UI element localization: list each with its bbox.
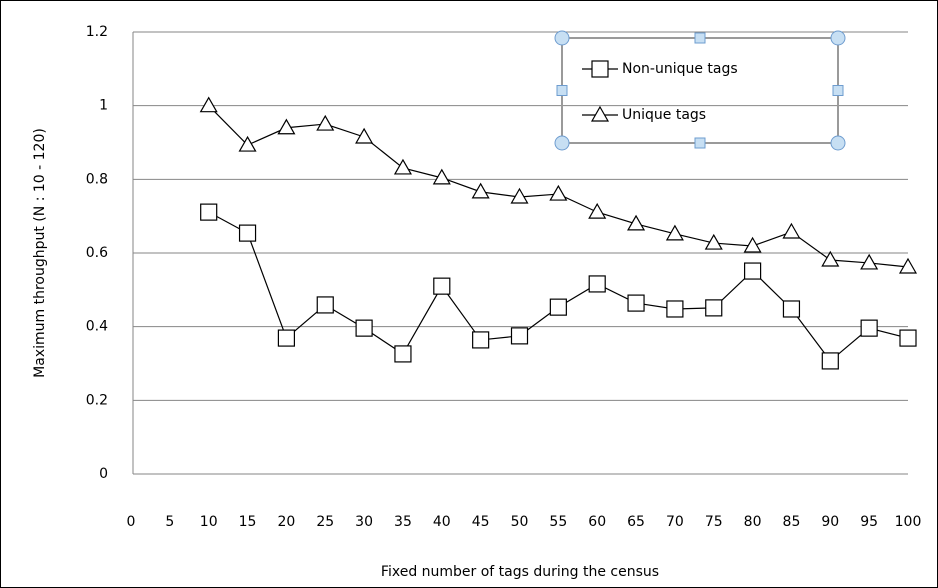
y-tick-label: 0 — [99, 466, 108, 482]
selection-handle — [832, 85, 844, 96]
marker — [316, 296, 334, 314]
legend-label: Non-unique tags — [622, 61, 738, 77]
marker — [705, 299, 723, 317]
marker — [782, 300, 801, 318]
marker — [899, 329, 917, 347]
marker — [433, 277, 451, 295]
marker — [860, 319, 878, 337]
x-tick-label: 40 — [433, 514, 451, 530]
y-tick-label: 0.2 — [86, 392, 108, 408]
y-tick-label: 0.4 — [86, 319, 108, 335]
marker — [200, 203, 218, 221]
marker — [627, 294, 645, 312]
y-tick-label: 0.6 — [86, 245, 108, 261]
x-tick-label: 75 — [705, 514, 723, 530]
marker — [238, 135, 257, 152]
marker — [472, 331, 490, 349]
marker — [549, 184, 568, 201]
marker — [591, 60, 609, 78]
x-tick-label: 65 — [627, 514, 645, 530]
x-tick-label: 55 — [549, 514, 567, 530]
x-tick-label: 25 — [316, 514, 334, 530]
marker — [821, 250, 840, 267]
x-tick-label: 80 — [744, 514, 762, 530]
marker — [743, 236, 762, 253]
marker — [471, 182, 490, 199]
selection-handle — [694, 137, 706, 149]
marker — [394, 345, 412, 363]
marker — [238, 224, 257, 242]
x-tick-label: 85 — [783, 514, 801, 530]
selection-handle — [554, 30, 570, 46]
x-tick-label: 0 — [127, 514, 136, 530]
x-axis-label: Fixed number of tags during the census — [381, 564, 659, 580]
marker — [393, 158, 412, 175]
marker — [821, 352, 839, 370]
legend-label: Unique tags — [622, 107, 706, 123]
x-tick-label: 30 — [355, 514, 373, 530]
x-tick-label: 10 — [200, 514, 218, 530]
marker — [549, 298, 567, 316]
x-tick-label: 95 — [860, 514, 878, 530]
selection-handle — [830, 135, 846, 151]
y-axis-label: Maximum throughput (N : 10 - 120) — [32, 128, 48, 378]
marker — [510, 187, 529, 204]
x-tick-label: 35 — [394, 514, 412, 530]
marker — [277, 118, 296, 135]
marker — [355, 127, 374, 144]
selection-handle — [554, 135, 570, 151]
marker — [355, 319, 373, 337]
marker — [782, 222, 801, 239]
y-tick-label: 1 — [99, 98, 108, 114]
marker — [704, 233, 723, 250]
marker — [316, 114, 335, 131]
selection-handle — [556, 85, 568, 96]
marker — [510, 327, 529, 345]
marker — [588, 202, 607, 219]
marker — [590, 105, 610, 122]
marker — [860, 253, 879, 270]
marker — [666, 300, 684, 318]
x-tick-label: 90 — [821, 514, 839, 530]
marker — [743, 262, 762, 280]
marker — [665, 224, 684, 241]
y-tick-label: 1.2 — [86, 24, 108, 40]
x-tick-label: 70 — [666, 514, 684, 530]
marker — [898, 257, 918, 274]
x-tick-label: 45 — [472, 514, 490, 530]
x-tick-label: 15 — [239, 514, 257, 530]
marker — [432, 168, 451, 185]
x-tick-label: 60 — [588, 514, 606, 530]
selection-handle — [830, 30, 846, 46]
x-tick-label: 100 — [895, 514, 922, 530]
x-tick-label: 20 — [277, 514, 295, 530]
marker — [199, 96, 218, 113]
marker — [277, 329, 295, 347]
x-tick-label: 50 — [511, 514, 529, 530]
x-tick-label: 5 — [165, 514, 174, 530]
selection-handle — [694, 32, 706, 44]
marker — [627, 214, 646, 231]
y-tick-label: 0.8 — [86, 171, 108, 187]
marker — [588, 275, 606, 293]
